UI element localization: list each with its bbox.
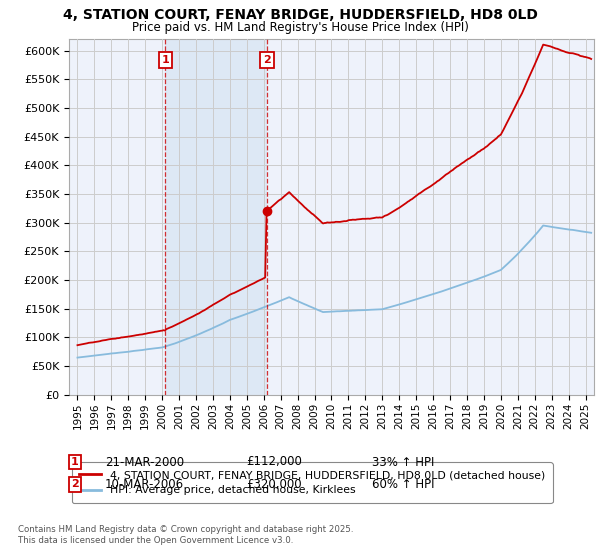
Text: 60% ↑ HPI: 60% ↑ HPI (372, 478, 434, 491)
Text: Price paid vs. HM Land Registry's House Price Index (HPI): Price paid vs. HM Land Registry's House … (131, 21, 469, 34)
Text: 10-MAR-2006: 10-MAR-2006 (105, 478, 184, 491)
Text: 2: 2 (263, 55, 271, 65)
Text: 21-MAR-2000: 21-MAR-2000 (105, 455, 184, 469)
Text: 2: 2 (71, 479, 79, 489)
Text: 33% ↑ HPI: 33% ↑ HPI (372, 455, 434, 469)
Text: 4, STATION COURT, FENAY BRIDGE, HUDDERSFIELD, HD8 0LD: 4, STATION COURT, FENAY BRIDGE, HUDDERSF… (62, 8, 538, 22)
Text: Contains HM Land Registry data © Crown copyright and database right 2025.
This d: Contains HM Land Registry data © Crown c… (18, 525, 353, 545)
Text: £112,000: £112,000 (246, 455, 302, 469)
Text: 1: 1 (71, 457, 79, 467)
Legend: 4, STATION COURT, FENAY BRIDGE, HUDDERSFIELD, HD8 0LD (detached house), HPI: Ave: 4, STATION COURT, FENAY BRIDGE, HUDDERSF… (72, 463, 553, 503)
Text: £320,000: £320,000 (246, 478, 302, 491)
Bar (166, 39, 267, 395)
Text: 1: 1 (161, 55, 169, 65)
